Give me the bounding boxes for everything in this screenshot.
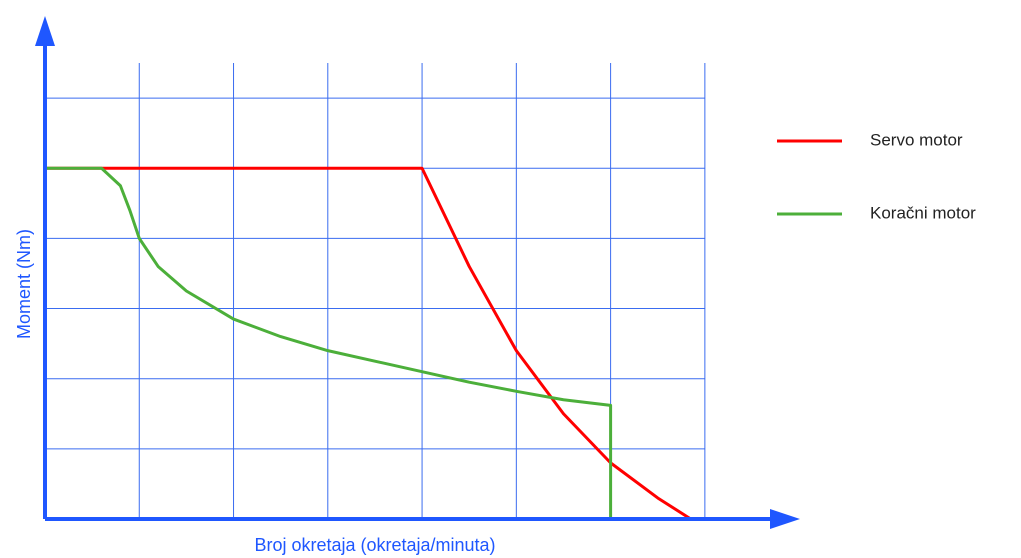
legend-label-servo-motor: Servo motor [870,130,963,149]
y-axis-title: Moment (Nm) [14,229,34,339]
legend-label-koracni-motor: Koračni motor [870,203,976,222]
chart-axes [35,16,800,529]
x-axis-title: Broj okretaja (okretaja/minuta) [254,535,495,555]
y-axis-arrowhead [35,16,55,46]
chart-series [43,166,693,521]
x-axis-arrowhead [770,509,800,529]
series-line-servo-motor [43,166,693,521]
chart-grid [45,63,706,519]
series-line-koracni-motor [43,166,613,521]
legend: Servo motor Koračni motor [777,130,976,222]
